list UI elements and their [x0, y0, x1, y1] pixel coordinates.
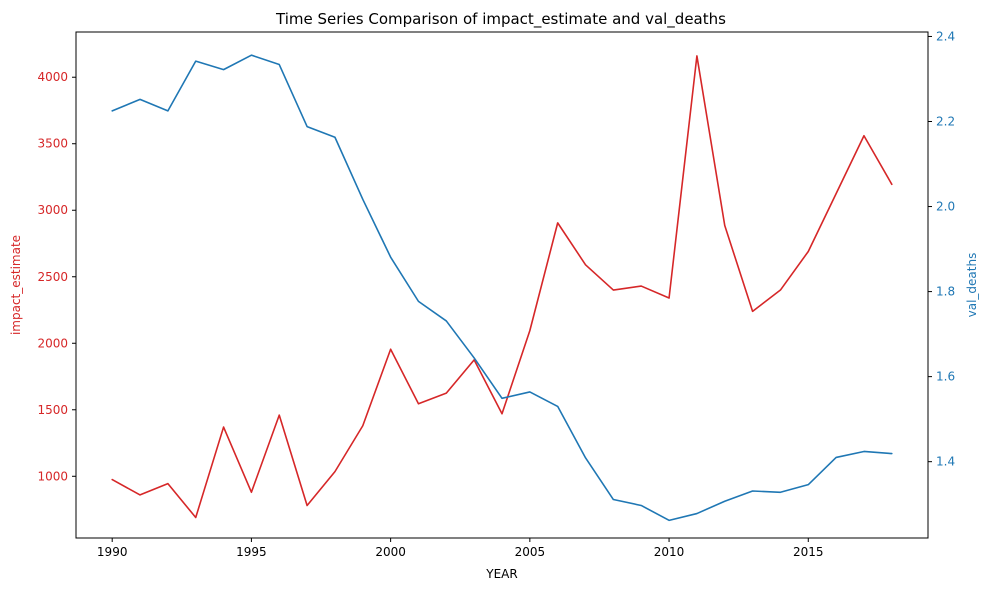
y-left-tick-label: 2500 — [37, 270, 68, 284]
y-right-tick-label: 1.4 — [936, 455, 955, 469]
y-left-tick-label: 1000 — [37, 469, 68, 483]
y-left-tick-label: 2000 — [37, 336, 68, 350]
series-line-val-deaths — [111, 54, 893, 522]
x-tick-label: 2000 — [375, 545, 406, 559]
y-left-tick-label: 1500 — [37, 403, 68, 417]
series-layer — [111, 54, 893, 522]
x-tick-label: 1990 — [97, 545, 128, 559]
x-tick-label: 2010 — [654, 545, 685, 559]
y-right-tick-label: 2.2 — [936, 115, 955, 129]
y-right-tick-label: 1.6 — [936, 370, 955, 384]
y-right-tick-label: 2.4 — [936, 29, 955, 43]
y-left-tick-label: 3000 — [37, 203, 68, 217]
x-axis-title: YEAR — [485, 567, 517, 581]
series-line-impact-estimate — [111, 55, 893, 519]
ticks-layer: 1990 1995 2000 2005 2010 2015 1000 1500 2000 2500… — [37, 29, 955, 559]
y-right-tick-label: 2.0 — [936, 200, 955, 214]
y-left-tick-label: 4000 — [37, 70, 68, 84]
y-left-tick-label: 3500 — [37, 137, 68, 151]
x-tick-label: 2005 — [515, 545, 546, 559]
x-tick-label: 1995 — [236, 545, 267, 559]
plot-frame — [75, 31, 929, 539]
x-tick-label: 2015 — [793, 545, 824, 559]
y-right-tick-label: 1.8 — [936, 285, 955, 299]
y-axis-right-title: val_deaths — [965, 253, 979, 318]
chart-title: Time Series Comparison of impact_estimat… — [275, 10, 726, 29]
y-axis-left-title: impact_estimate — [9, 235, 23, 335]
